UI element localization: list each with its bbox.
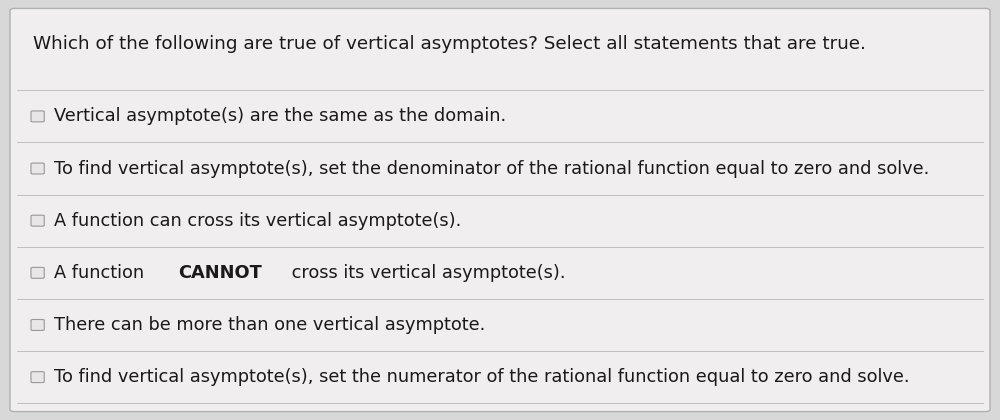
FancyBboxPatch shape [31, 320, 44, 331]
FancyBboxPatch shape [31, 372, 44, 383]
FancyBboxPatch shape [31, 215, 44, 226]
Text: Which of the following are true of vertical asymptotes? Select all statements th: Which of the following are true of verti… [33, 35, 866, 53]
FancyBboxPatch shape [31, 111, 44, 122]
FancyBboxPatch shape [10, 8, 990, 412]
FancyBboxPatch shape [31, 268, 44, 278]
Text: CANNOT: CANNOT [178, 264, 262, 282]
Text: A function can cross its vertical asymptote(s).: A function can cross its vertical asympt… [54, 212, 461, 230]
Text: To find vertical asymptote(s), set the numerator of the rational function equal : To find vertical asymptote(s), set the n… [54, 368, 910, 386]
FancyBboxPatch shape [31, 163, 44, 174]
Text: There can be more than one vertical asymptote.: There can be more than one vertical asym… [54, 316, 485, 334]
Text: Vertical asymptote(s) are the same as the domain.: Vertical asymptote(s) are the same as th… [54, 108, 506, 126]
Text: cross its vertical asymptote(s).: cross its vertical asymptote(s). [286, 264, 565, 282]
Text: To find vertical asymptote(s), set the denominator of the rational function equa: To find vertical asymptote(s), set the d… [54, 160, 929, 178]
Text: A function: A function [54, 264, 150, 282]
